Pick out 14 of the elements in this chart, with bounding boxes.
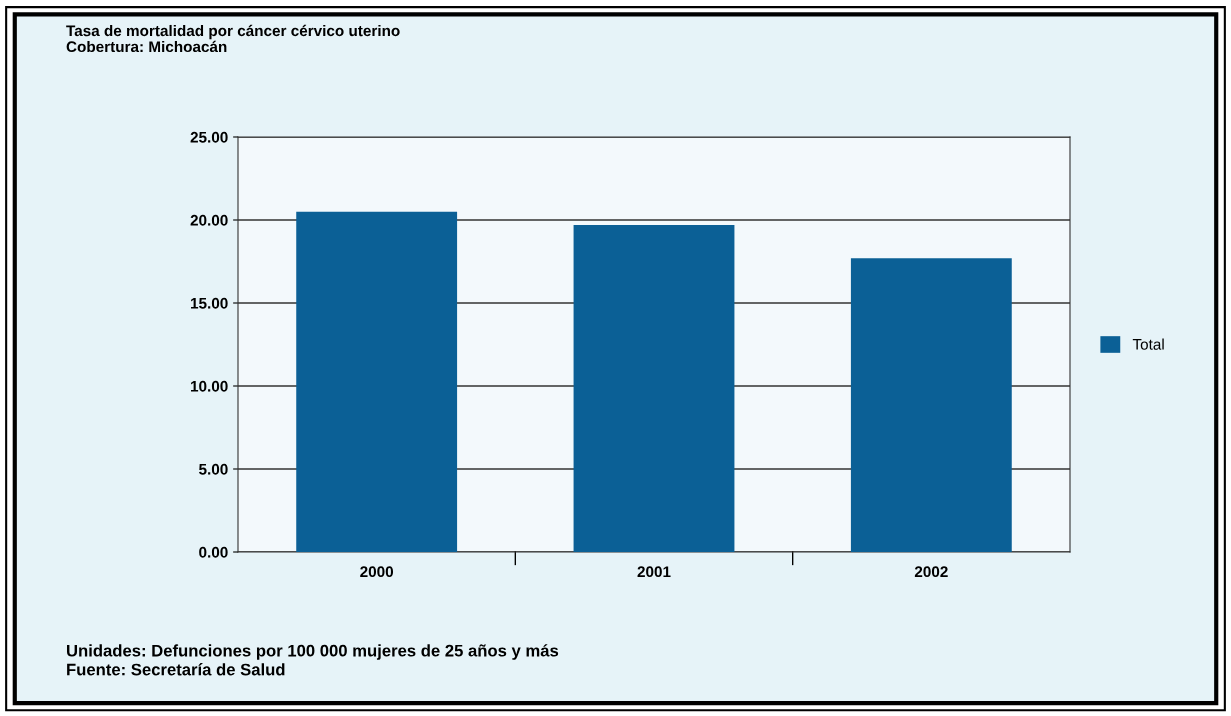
text: Unidades: Defunciones por 100 000 mujeres de 25 años y más [67, 644, 559, 660]
y-tick-label: 20.00 [190, 214, 228, 226]
legend-label: Total [1132, 338, 1164, 350]
chart-subtitle: Cobertura: Michoacán [66, 40, 227, 53]
source-note: Fuente: Secretaría de Salud [67, 663, 285, 676]
chart-title: Tasa de mortalidad por cáncer cérvico uterino [66, 24, 400, 40]
x-tick-label: 2001 [637, 566, 671, 578]
y-tick-label: 5.00 [199, 463, 228, 475]
y-tick-label: 25.00 [190, 131, 228, 143]
y-tick-label: 10.00 [191, 380, 228, 392]
y-tick-label: 15.00 [191, 297, 228, 309]
y-tick-label: 0.00 [199, 546, 228, 558]
x-tick-label: 2002 [914, 566, 948, 578]
x-tick-label: 2000 [360, 566, 394, 578]
